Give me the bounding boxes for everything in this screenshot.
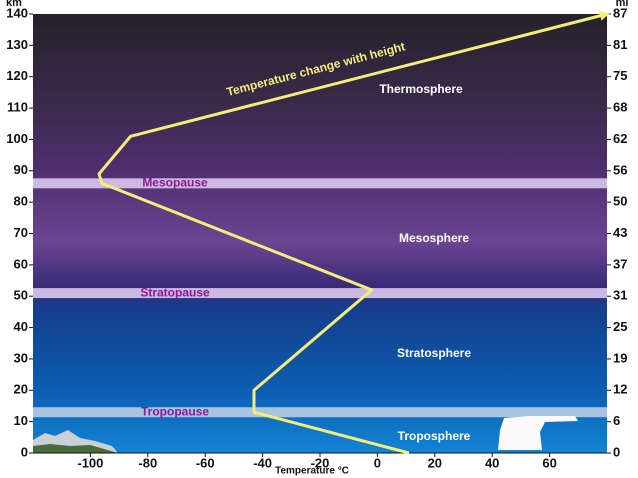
y2-tick-label: 25 [613, 319, 627, 334]
x-axis-title: Temperature °C [275, 466, 349, 477]
y2-tick-label: 87 [613, 5, 627, 20]
x-tick-label: 40 [485, 455, 499, 470]
y-tick-label: 0 [21, 444, 28, 459]
y-tick-label: 70 [14, 225, 28, 240]
boundary-band [33, 288, 607, 299]
cloud [498, 416, 578, 450]
temperature-line [97, 10, 610, 455]
plot-background [33, 14, 607, 453]
y2-tick-label: 37 [613, 256, 627, 271]
y-tick-label: 120 [6, 68, 28, 83]
layer-label: Mesosphere [399, 231, 469, 245]
y2-tick-label: 6 [613, 413, 620, 428]
y2-tick-label: 31 [613, 288, 627, 303]
layer-label: Thermosphere [379, 82, 463, 96]
layer-label: Troposphere [398, 429, 471, 443]
y-tick-label: 100 [6, 131, 28, 146]
y2-tick-label: 81 [613, 37, 627, 52]
y2-tick-label: 43 [613, 225, 627, 240]
boundary-label: Tropopause [141, 404, 209, 418]
y-tick-label: 90 [14, 162, 28, 177]
y-tick-label: 140 [6, 5, 28, 20]
x-tick-label: 60 [542, 455, 556, 470]
boundary-label: Mesopause [142, 176, 208, 190]
x-tick-label: -60 [196, 455, 215, 470]
x-tick-label: -80 [138, 455, 157, 470]
y2-tick-label: 0 [613, 444, 620, 459]
y-tick-label: 10 [14, 413, 28, 428]
y2-axis-unit: mi [616, 0, 629, 9]
y2-tick-label: 68 [613, 100, 627, 115]
y-tick-label: 60 [14, 256, 28, 271]
boundary-band [33, 407, 607, 418]
y-tick-label: 40 [14, 319, 28, 334]
x-tick-label: 0 [374, 455, 381, 470]
y-tick-label: 80 [14, 194, 28, 209]
y2-tick-label: 19 [613, 350, 627, 365]
y2-tick-label: 62 [613, 131, 627, 146]
y-tick-label: 20 [14, 382, 28, 397]
boundary-band [33, 178, 607, 189]
y-tick-label: 130 [6, 37, 28, 52]
x-tick-label: -40 [253, 455, 272, 470]
y2-tick-label: 12 [613, 382, 627, 397]
y-axis-unit: km [6, 0, 22, 9]
ground [33, 444, 118, 453]
layer-label: Stratosphere [397, 346, 471, 360]
y2-tick-label: 56 [613, 162, 627, 177]
y-tick-label: 50 [14, 288, 28, 303]
y2-tick-label: 50 [613, 194, 627, 209]
boundary-label: Stratopause [140, 285, 210, 299]
y-tick-label: 30 [14, 350, 28, 365]
y2-tick-label: 75 [613, 68, 627, 83]
x-tick-label: -100 [77, 455, 103, 470]
y-tick-label: 110 [7, 100, 28, 115]
x-tick-label: -20 [311, 455, 330, 470]
x-tick-label: 20 [428, 455, 442, 470]
